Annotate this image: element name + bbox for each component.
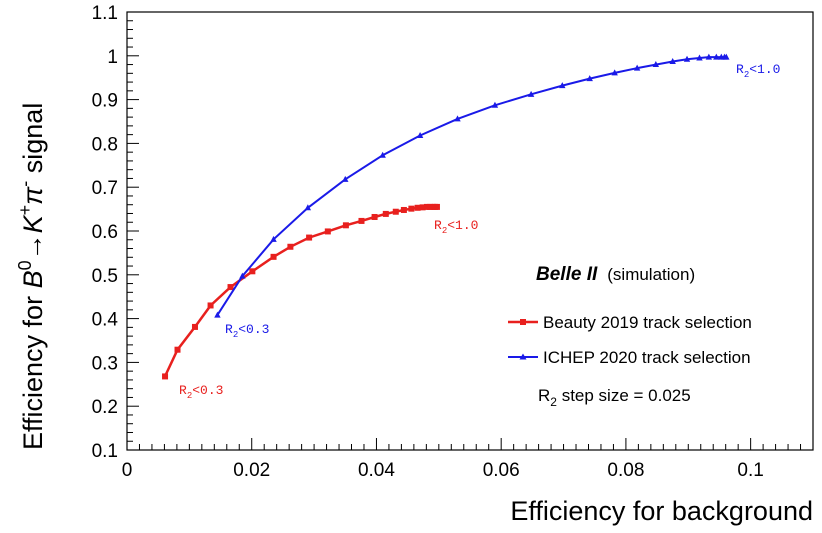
legend-item-ichep: ICHEP 2020 track selection: [508, 348, 751, 367]
legend-experiment-title: Belle II (simulation): [536, 264, 695, 285]
data-point: [379, 151, 386, 158]
data-point: [683, 55, 691, 62]
y-tick-label: 0.8: [92, 134, 118, 155]
series-layer: [162, 53, 730, 380]
data-point: [723, 53, 730, 60]
y-tick-labels: 0.1 0.2 0.3 0.4 0.5 0.6 0.7 0.8 0.9 1 1.1: [92, 3, 119, 462]
y-tick-label: 1.1: [92, 3, 118, 24]
x-tick-label: 0.08: [607, 460, 644, 481]
y-tick-label: 1: [107, 47, 118, 68]
annotation-blue-end: R2<1.0: [736, 62, 780, 80]
data-point: [611, 69, 618, 76]
x-tick-label: 0: [122, 460, 133, 481]
data-point: [191, 323, 198, 330]
data-point: [342, 222, 349, 229]
series-beauty-2019: [162, 203, 440, 380]
data-point: [705, 53, 713, 60]
data-point: [306, 234, 313, 241]
data-point: [419, 204, 426, 211]
data-point: [249, 268, 256, 275]
legend-label-ichep: ICHEP 2020 track selection: [543, 348, 751, 367]
y-tick-label: 0.7: [92, 178, 118, 199]
data-point: [586, 75, 593, 82]
data-point: [270, 253, 277, 260]
legend-label-beauty: Beauty 2019 track selection: [543, 313, 752, 332]
annotation-red-start: R2<0.3: [179, 383, 223, 401]
legend-marker-ichep: [519, 353, 527, 360]
data-point: [559, 82, 566, 89]
data-point: [287, 243, 294, 250]
data-point: [304, 204, 312, 211]
x-tick-labels: 0 0.02 0.04 0.06 0.08 0.1: [122, 460, 764, 481]
data-point: [239, 272, 246, 279]
data-point: [416, 132, 424, 139]
y-tick-label: 0.4: [92, 310, 119, 331]
legend-step-size: R2 step size = 0.025: [538, 386, 691, 409]
data-point: [713, 53, 720, 60]
x-tick-label: 0.1: [737, 460, 763, 481]
data-point: [633, 64, 641, 71]
legend: Belle II (simulation) Beauty 2019 track s…: [508, 264, 752, 409]
data-point: [371, 213, 378, 220]
y-axis-title: Efficiency for B0→K+π- signal: [15, 103, 48, 450]
data-point: [324, 228, 331, 235]
data-point: [652, 61, 660, 68]
annotation-red-end: R2<1.0: [434, 218, 478, 236]
data-point: [162, 373, 169, 380]
y-tick-label: 0.3: [92, 353, 118, 374]
data-point: [342, 175, 349, 182]
data-point: [270, 235, 277, 242]
annotation-blue-start: R2<0.3: [225, 322, 269, 340]
data-point: [382, 210, 389, 217]
data-point: [696, 54, 703, 61]
data-point: [358, 217, 365, 224]
x-axis-title: Efficiency for background: [510, 496, 813, 526]
data-point: [423, 203, 430, 210]
data-point: [454, 115, 461, 122]
series-ichep-2020: [214, 53, 730, 318]
data-point: [527, 90, 535, 97]
axis-ticks: [126, 11, 814, 451]
x-tick-label: 0.06: [483, 460, 520, 481]
data-point: [174, 346, 181, 353]
y-tick-label: 0.9: [92, 91, 118, 112]
data-point: [433, 203, 440, 210]
data-point: [214, 311, 221, 318]
y-tick-label: 0.5: [92, 266, 118, 287]
series-line: [163, 205, 437, 377]
legend-marker-beauty: [520, 319, 526, 325]
data-point: [414, 204, 421, 211]
plot-frame: [126, 11, 814, 451]
data-point: [227, 284, 234, 291]
data-point: [669, 57, 676, 64]
data-point: [491, 101, 499, 108]
data-point: [408, 205, 415, 212]
data-point: [400, 206, 407, 213]
x-tick-label: 0.02: [233, 460, 270, 481]
x-tick-label: 0.04: [358, 460, 395, 481]
data-point: [427, 203, 434, 210]
data-point: [207, 302, 214, 309]
legend-item-beauty: Beauty 2019 track selection: [508, 313, 752, 332]
y-tick-label: 0.1: [92, 441, 118, 462]
y-tick-label: 0.6: [92, 222, 118, 243]
data-point: [392, 208, 399, 215]
y-tick-label: 0.2: [92, 397, 118, 418]
